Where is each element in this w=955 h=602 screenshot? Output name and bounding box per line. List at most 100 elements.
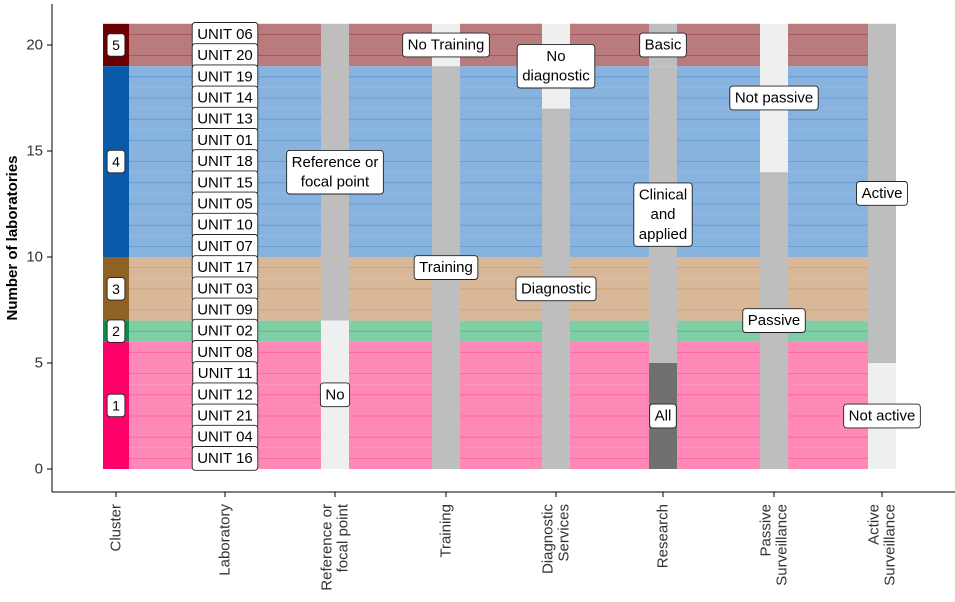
stratum-label-box <box>515 276 597 302</box>
stratum-label-6-not-passive: Not passive <box>729 85 819 111</box>
x-axis-label-text: Surveillance <box>882 504 899 586</box>
stratum-label-text: UNIT 12 <box>197 386 253 403</box>
stratum-label-3-training: Training <box>413 255 479 280</box>
stratum-label-text: 3 <box>112 281 120 297</box>
stratum-label-text: Passive <box>748 312 801 329</box>
stratum-label-box <box>516 43 596 89</box>
x-axis-label-text: Cluster <box>108 504 125 552</box>
stratum-label-2-reference-or-focal-point: Reference or focal point <box>286 149 384 195</box>
stratum-label-1-unit-09: UNIT 09 <box>191 297 259 323</box>
stratum-label-box <box>856 181 908 206</box>
stratum-label-text: UNIT 20 <box>197 47 253 64</box>
stratum-label-0-1: 1 <box>106 393 126 418</box>
stratum-label-box <box>639 32 687 58</box>
stratum-label-text: Not passive <box>735 90 813 107</box>
stratum-label-text: Diagnostic <box>521 280 592 297</box>
stratum-label-5-clinical-and-applied: Clinical and applied <box>633 182 693 247</box>
stratum-label-1-unit-17: UNIT 17 <box>191 255 259 280</box>
stratum-label-text: UNIT 10 <box>197 217 253 234</box>
stratum-label-box <box>402 32 490 58</box>
stratum-label-1-unit-15: UNIT 15 <box>191 170 259 196</box>
stratum-label-text: No <box>325 386 344 403</box>
stratum-label-1-unit-19: UNIT 19 <box>191 64 259 90</box>
stratum-label-1-unit-11: UNIT 11 <box>192 361 258 386</box>
stratum-label-box <box>106 277 126 301</box>
stratum-label-text: applied <box>639 226 687 243</box>
stratum-label-box <box>106 33 126 57</box>
stratum-label-7-not-active: Not active <box>843 403 921 429</box>
stratum-label-0-5: 5 <box>106 33 126 57</box>
stratum-label-box <box>649 403 677 429</box>
stratum-label-text: 5 <box>112 37 120 53</box>
y-tick-label: 5 <box>35 355 43 372</box>
stratum-label-text: UNIT 16 <box>197 450 253 467</box>
x-axis-label: Cluster <box>108 504 125 552</box>
stratum-label-3-no-training: No Training <box>402 32 490 58</box>
stratum-label-text: UNIT 21 <box>197 408 253 425</box>
x-axis-label: Laboratory <box>217 504 234 576</box>
x-axis-label-text: Surveillance <box>774 504 791 586</box>
stratum-label-text: UNIT 15 <box>197 174 253 191</box>
stratum-label-text: UNIT 07 <box>197 238 253 255</box>
stratum-label-text: UNIT 11 <box>198 365 252 382</box>
stratum-label-1-unit-16: UNIT 16 <box>191 446 259 471</box>
x-axis-label-text: Reference or <box>319 504 336 591</box>
x-axis-label-text: Services <box>556 504 573 562</box>
stratum-label-text: UNIT 05 <box>197 196 253 213</box>
stratum-label-4-no-diagnostic: No diagnostic <box>516 43 596 89</box>
stratum-label-text: All <box>655 408 672 425</box>
stratum-label-1-unit-07: UNIT 07 <box>191 234 259 259</box>
stratum-label-5-all: All <box>649 403 677 429</box>
stratum-label-text: Training <box>419 259 473 276</box>
stratum-label-text: 4 <box>112 154 120 170</box>
y-tick-label: 15 <box>26 143 43 160</box>
stratum-label-0-3: 3 <box>106 277 126 301</box>
x-axis-label: Research <box>655 504 672 568</box>
stratum-label-1-unit-20: UNIT 20 <box>191 43 259 68</box>
y-tick-label: 0 <box>35 461 43 478</box>
stratum-label-1-unit-08: UNIT 08 <box>191 340 259 365</box>
x-axis-label-text: Research <box>655 504 672 568</box>
x-axis-label-text: Passive <box>758 504 775 557</box>
stratum-label-text: No Training <box>408 37 485 54</box>
x-axis-label-text: focal point <box>335 503 352 572</box>
stratum-label-text: 2 <box>112 323 120 339</box>
stratum-label-box <box>633 182 693 247</box>
stratum-label-0-4: 4 <box>106 149 126 174</box>
stratum-label-text: UNIT 08 <box>197 344 253 361</box>
stratum-label-1-unit-04: UNIT 04 <box>191 424 259 450</box>
stratum-label-0-2: 2 <box>106 319 126 343</box>
stratum-label-box <box>319 382 351 408</box>
y-axis-title: Number of laboratories <box>4 155 21 320</box>
stratum-label-text: UNIT 01 <box>197 132 253 149</box>
stratum-label-text: 1 <box>112 397 120 413</box>
stratum-label-1-unit-05: UNIT 05 <box>191 191 259 217</box>
stratum-label-text: Basic <box>645 37 682 54</box>
stratum-label-text: Active <box>862 185 903 202</box>
stratum-label-text: UNIT 09 <box>197 302 253 319</box>
stratum-label-box <box>286 149 384 195</box>
stratum-label-box <box>742 308 806 333</box>
x-axis-label: Active Surveillance <box>866 504 899 586</box>
stratum-label-7-active: Active <box>856 181 908 206</box>
stratum-label-text: UNIT 06 <box>197 26 253 43</box>
x-axis-label-text: Laboratory <box>217 504 234 576</box>
stratum-label-text: Not active <box>849 408 916 425</box>
stratum-label-text: focal point <box>301 174 370 191</box>
stratum-label-1-unit-10: UNIT 10 <box>191 212 259 238</box>
x-axis-label: Training <box>438 504 455 558</box>
stratum-label-2-no: No <box>319 382 351 408</box>
stratum-label-box <box>106 393 126 418</box>
stratum-label-text: UNIT 02 <box>197 323 253 340</box>
stratum-label-1-unit-21: UNIT 21 <box>191 403 259 429</box>
stratum-label-text: UNIT 04 <box>197 429 253 446</box>
x-axis-label-text: Diagnostic <box>540 504 557 575</box>
stratum-label-box <box>106 149 126 174</box>
stratum-label-1-unit-14: UNIT 14 <box>191 85 259 111</box>
stratum-label-5-basic: Basic <box>639 32 687 58</box>
stratum-label-box <box>106 319 126 343</box>
y-tick-label: 20 <box>26 37 43 54</box>
x-axis-label: Passive Surveillance <box>758 504 791 586</box>
y-tick-label: 10 <box>26 249 43 266</box>
